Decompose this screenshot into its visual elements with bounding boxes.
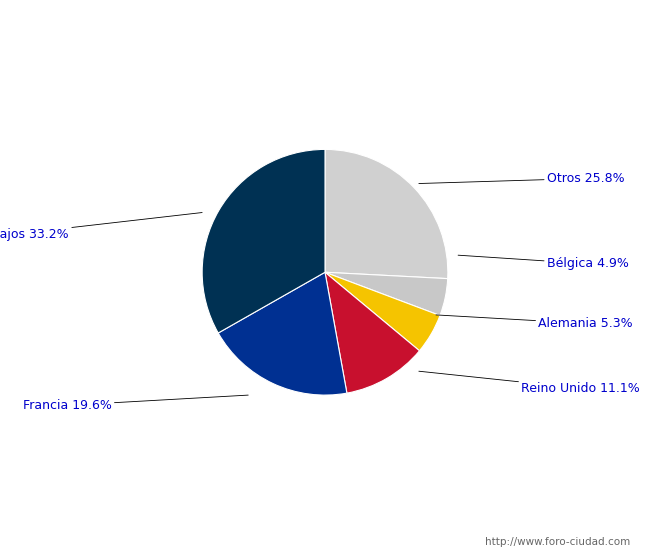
Text: Reino Unido 11.1%: Reino Unido 11.1% bbox=[419, 371, 640, 395]
Wedge shape bbox=[218, 272, 347, 395]
Wedge shape bbox=[325, 272, 419, 393]
Text: Alemania 5.3%: Alemania 5.3% bbox=[436, 315, 633, 330]
Wedge shape bbox=[325, 272, 448, 316]
Text: Otros 25.8%: Otros 25.8% bbox=[419, 172, 625, 185]
Wedge shape bbox=[325, 150, 448, 279]
Wedge shape bbox=[325, 272, 440, 351]
Text: Cazorla - Turistas extranjeros según país - Octubre de 2024: Cazorla - Turistas extranjeros según paí… bbox=[98, 13, 552, 29]
Text: Países Bajos 33.2%: Países Bajos 33.2% bbox=[0, 212, 202, 241]
Text: Francia 19.6%: Francia 19.6% bbox=[23, 395, 248, 412]
Text: http://www.foro-ciudad.com: http://www.foro-ciudad.com bbox=[486, 537, 630, 547]
Text: Bélgica 4.9%: Bélgica 4.9% bbox=[458, 255, 629, 270]
Wedge shape bbox=[202, 150, 325, 333]
